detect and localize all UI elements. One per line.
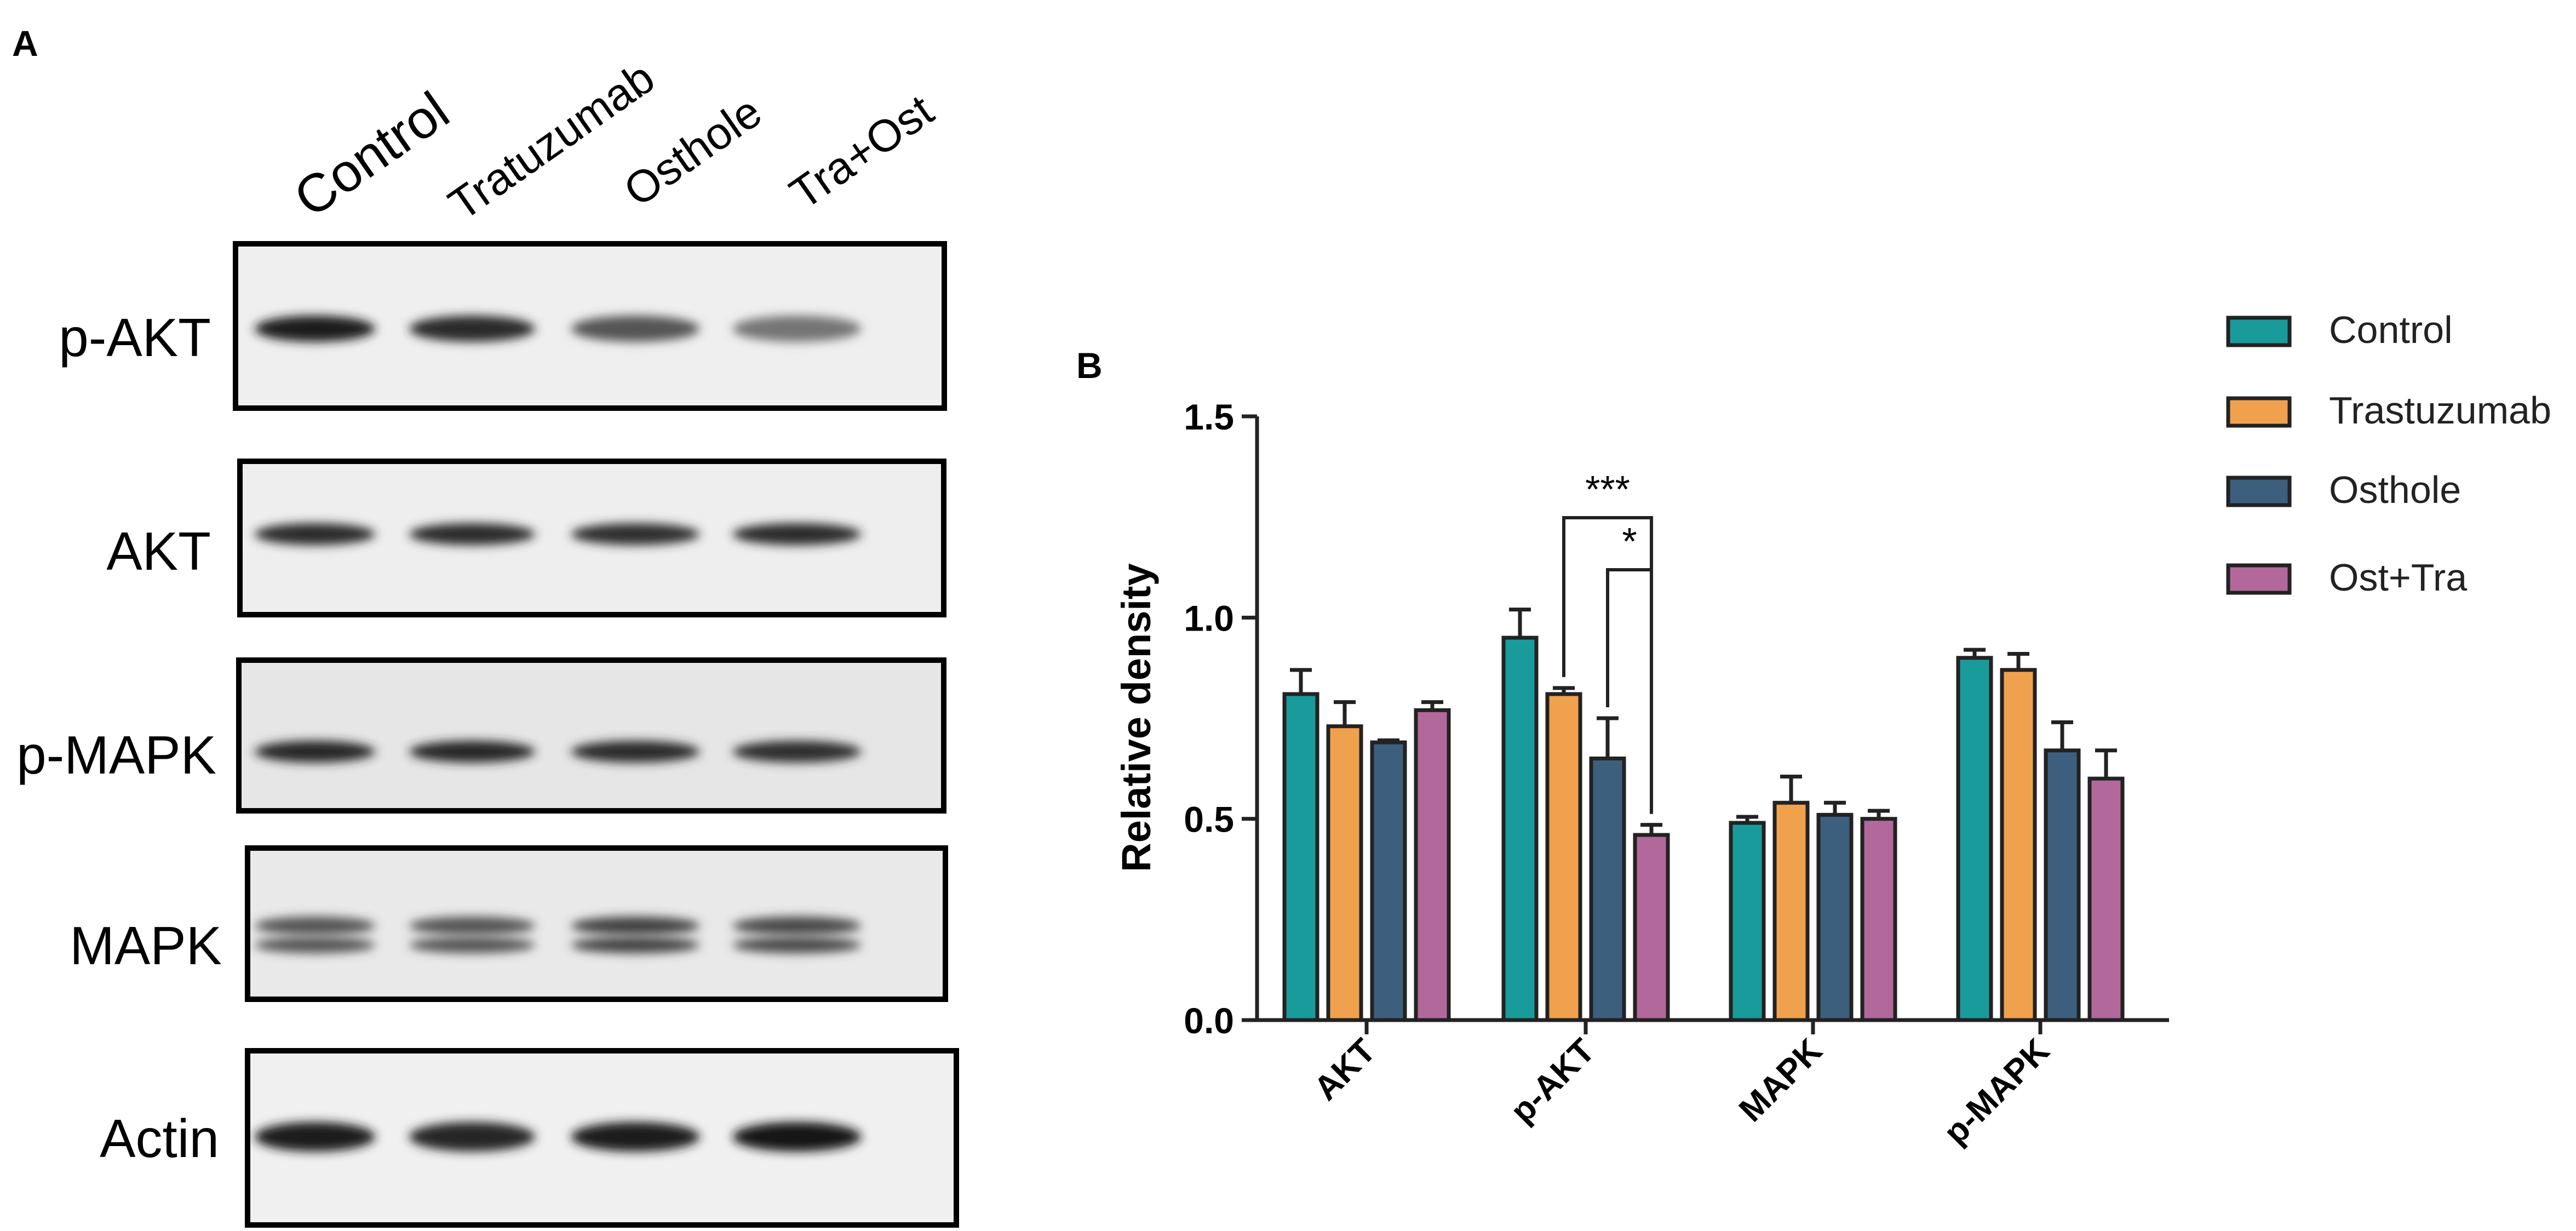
blot-p-akt: p-AKT	[59, 241, 947, 411]
blot-p-mapk: p-MAPK	[16, 657, 946, 814]
bar-chart: Relative density 0.0 0.5 1.0 1.5 AKT p-AKT MAP…	[1114, 308, 2551, 1152]
legend-label-control: Control	[2329, 308, 2453, 351]
blot-mapk-bands	[255, 917, 862, 953]
bar-akt-ost-tra	[1414, 708, 1451, 1022]
significance-brackets: ****	[1562, 468, 1653, 814]
bar-p-akt-ost-tra	[1633, 833, 1670, 1022]
blot-actin-bands	[255, 1122, 862, 1152]
y-tick-label: 1.5	[1184, 397, 1234, 437]
panel-a-letter: A	[12, 23, 38, 64]
legend-label-osthole: Osthole	[2329, 468, 2461, 511]
bar-p-akt-control	[1501, 635, 1539, 1022]
significance-label-2: *	[1622, 520, 1637, 563]
legend-swatch-control	[2226, 316, 2292, 347]
blot-actin: Actin	[100, 1048, 959, 1228]
legend-swatch-ost-tra	[2226, 563, 2292, 595]
significance-label-1: ***	[1585, 468, 1630, 511]
blot-label-actin: Actin	[100, 1108, 219, 1169]
bar-p-akt-trastuzumab	[1545, 692, 1582, 1022]
x-tick-label-p-akt: p-AKT	[1504, 1032, 1602, 1130]
band-akt-lane-1	[255, 523, 375, 545]
blot-p-akt-bands	[255, 316, 862, 342]
blot-label-mapk: MAPK	[70, 915, 222, 976]
band-actin-lane-3	[571, 1122, 700, 1152]
blot-akt: AKT	[106, 459, 946, 617]
lane-label-tra-ost: Tra+Ost	[781, 85, 942, 219]
band-p-mapk-lane-2	[409, 741, 535, 763]
lane-label-tratuzumab: Tratuzumab	[440, 53, 663, 230]
x-tick-label-mapk: MAPK	[1732, 1032, 1829, 1129]
legend-swatch-osthole	[2226, 476, 2292, 507]
x-tick-label-akt: AKT	[1307, 1032, 1383, 1108]
y-tick-label: 1.0	[1184, 598, 1234, 638]
band-p-akt-lane-4	[732, 316, 862, 342]
blot-akt-bands	[255, 523, 862, 545]
bar-mapk-ost-tra	[1860, 817, 1897, 1022]
band-mapk-lane-3	[571, 937, 700, 953]
legend-label-ost-tra: Ost+Tra	[2329, 556, 2467, 599]
y-tick-label: 0.0	[1184, 1000, 1234, 1041]
band-mapk-lane-3	[571, 917, 700, 935]
bar-p-mapk-trastuzumab	[2000, 668, 2037, 1022]
bar-mapk-trastuzumab	[1772, 800, 1810, 1022]
band-mapk-lane-4	[732, 937, 862, 953]
blot-label-akt: AKT	[106, 521, 211, 581]
band-p-akt-lane-3	[571, 316, 700, 342]
bar-p-mapk-osthole	[2044, 748, 2081, 1022]
band-p-akt-lane-2	[409, 316, 535, 342]
lane-labels: Control Tratuzumab Osthole Tra+Ost	[283, 53, 943, 230]
bar-akt-osthole	[1370, 740, 1407, 1022]
legend-swatch-trastuzumab	[2226, 396, 2292, 428]
band-akt-lane-4	[732, 523, 862, 545]
blot-label-p-akt: p-AKT	[59, 307, 211, 368]
bar-p-akt-osthole	[1589, 756, 1626, 1022]
legend-label-trastuzumab: Trastuzumab	[2329, 389, 2551, 432]
band-akt-lane-2	[409, 523, 535, 545]
band-mapk-lane-2	[409, 937, 535, 953]
blot-label-p-mapk: p-MAPK	[16, 725, 216, 785]
blot-p-mapk-bands	[255, 741, 862, 763]
panel-b-letter: B	[1076, 345, 1103, 386]
band-actin-lane-2	[409, 1122, 535, 1152]
chart-bars	[1282, 608, 2125, 1022]
y-tick-label: 0.5	[1184, 799, 1234, 840]
band-p-mapk-lane-1	[255, 741, 375, 763]
bar-p-mapk-ost-tra	[2087, 776, 2125, 1022]
bar-p-mapk-control	[1956, 656, 1993, 1022]
lane-label-control: Control	[283, 80, 460, 228]
chart-legend: Control Trastuzumab Osthole Ost+Tra	[2226, 308, 2551, 599]
x-tick-label-p-mapk: p-MAPK	[1937, 1032, 2057, 1152]
band-akt-lane-3	[571, 523, 700, 545]
band-p-akt-lane-1	[255, 316, 375, 342]
bar-mapk-control	[1729, 821, 1766, 1022]
band-actin-lane-1	[255, 1122, 375, 1152]
bar-akt-control	[1282, 692, 1319, 1022]
band-p-mapk-lane-3	[571, 741, 700, 763]
band-mapk-lane-1	[255, 937, 375, 953]
band-mapk-lane-1	[255, 917, 375, 935]
band-p-mapk-lane-4	[732, 741, 862, 763]
bar-mapk-osthole	[1816, 812, 1854, 1022]
band-mapk-lane-2	[409, 917, 535, 935]
band-mapk-lane-4	[732, 917, 862, 935]
band-actin-lane-4	[732, 1122, 862, 1152]
blot-mapk: MAPK	[70, 845, 948, 1002]
y-axis-label: Relative density	[1114, 563, 1159, 872]
bar-akt-trastuzumab	[1326, 724, 1363, 1022]
significance-bracket-2	[1606, 568, 1653, 814]
